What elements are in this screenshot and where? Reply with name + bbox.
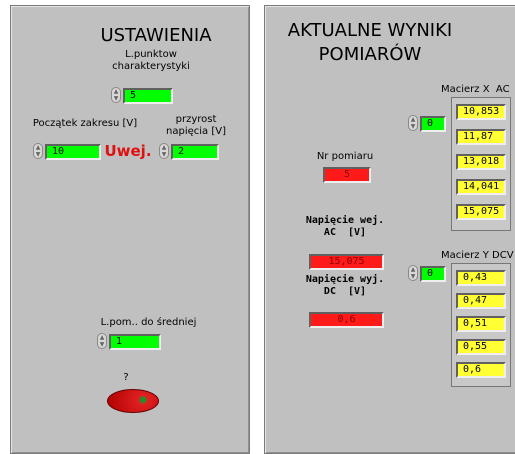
indicator-label: Uwej. [104,142,152,160]
array-element: 0,47 [456,293,506,309]
label: Napięcie wyj. DC [V] [305,274,385,297]
label: L.pom.. do średniej [100,317,197,328]
settings-panel: USTAWIENIA L.punktow charakterystyki ▲ ▼ … [10,5,250,454]
label: przyrost napięcia [V] [166,114,226,137]
numeric-control[interactable]: 10 [45,144,101,160]
index-control[interactable]: 0 [420,266,446,282]
array-element: 0,51 [456,316,506,332]
array-element: 0,6 [456,362,506,378]
label: Początek zakresu [V] [32,118,138,129]
spinner[interactable]: ▲ ▼ [408,115,418,131]
label: Napięcie wej. AC [V] [305,215,385,238]
spinner[interactable]: ▲ ▼ [159,143,169,159]
panel-title: AKTUALNE WYNIKI POMIARÓW [287,20,453,65]
array-label: Macierz X AC [441,84,510,95]
array-label: Macierz Y DCV [441,250,514,261]
array-y: 0,43 0,47 0,51 0,55 0,6 [451,263,511,387]
array-element: 15,075 [456,204,506,220]
numeric-control[interactable]: 1 [109,334,161,350]
array-element: 11,87 [456,129,506,145]
label: ? [123,372,129,383]
panel-title: USTAWIENIA [100,25,212,46]
spinner[interactable]: ▲ ▼ [408,265,418,281]
indicator: 0,6 [309,312,384,328]
array-element: 0,43 [456,270,506,286]
led-button[interactable] [107,389,159,413]
results-panel: AKTUALNE WYNIKI POMIARÓW Macierz X AC ▲ ▼… [264,5,515,454]
label: Nr pomiaru [316,151,374,162]
index-control[interactable]: 0 [420,116,446,132]
label: L.punktow charakterystyki [112,49,190,72]
spinner[interactable]: ▲ ▼ [111,87,121,103]
indicator: 5 [323,167,371,183]
indicator: 15,075 [309,254,384,270]
numeric-control[interactable]: 2 [171,144,219,160]
array-element: 13,018 [456,154,506,170]
spinner[interactable]: ▲ ▼ [33,143,43,159]
array-element: 0,55 [456,339,506,355]
numeric-control[interactable]: 5 [123,88,173,104]
spinner[interactable]: ▲ ▼ [97,333,107,349]
array-element: 10,853 [456,104,506,120]
array-x: 10,853 11,87 13,018 14,041 15,075 [451,97,511,231]
array-element: 14,041 [456,179,506,195]
